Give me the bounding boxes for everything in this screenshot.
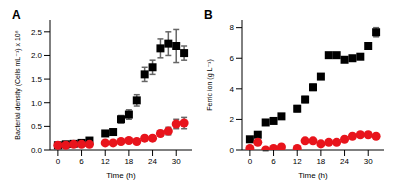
svg-text:1.0: 1.0 [31,99,43,108]
svg-text:18: 18 [124,157,133,166]
svg-text:30: 30 [172,157,181,166]
svg-text:2.0: 2.0 [31,51,43,60]
svg-text:6: 6 [271,157,276,166]
html-text:A: A [12,8,21,22]
svg-text:6: 6 [230,54,235,63]
svg-text:2: 2 [230,115,235,124]
svg-text:Bacterial density (Cells mL⁻¹): Bacterial density (Cells mL⁻¹) x 10⁸ [14,30,22,139]
svg-text:24: 24 [340,157,349,166]
svg-text:18: 18 [316,157,325,166]
svg-text:0: 0 [248,157,253,166]
svg-text:0: 0 [230,146,235,155]
svg-text:0.0: 0.0 [31,146,43,155]
svg-text:24: 24 [148,157,157,166]
svg-text:0: 0 [56,157,61,166]
svg-text:8: 8 [230,23,235,32]
svg-text:1.5: 1.5 [31,75,43,84]
svg-text:Ferric ion (g L⁻¹): Ferric ion (g L⁻¹) [206,59,214,111]
svg-text:Time (h): Time (h) [106,171,136,180]
svg-text:30: 30 [364,157,373,166]
svg-text:4: 4 [230,85,235,94]
svg-text:2.5: 2.5 [31,28,43,37]
svg-text:6: 6 [79,157,84,166]
html-text:B: B [204,8,213,22]
svg-text:Time (h): Time (h) [298,171,328,180]
svg-text:12: 12 [101,157,110,166]
svg-text:12: 12 [293,157,302,166]
svg-text:0.5: 0.5 [31,122,43,131]
